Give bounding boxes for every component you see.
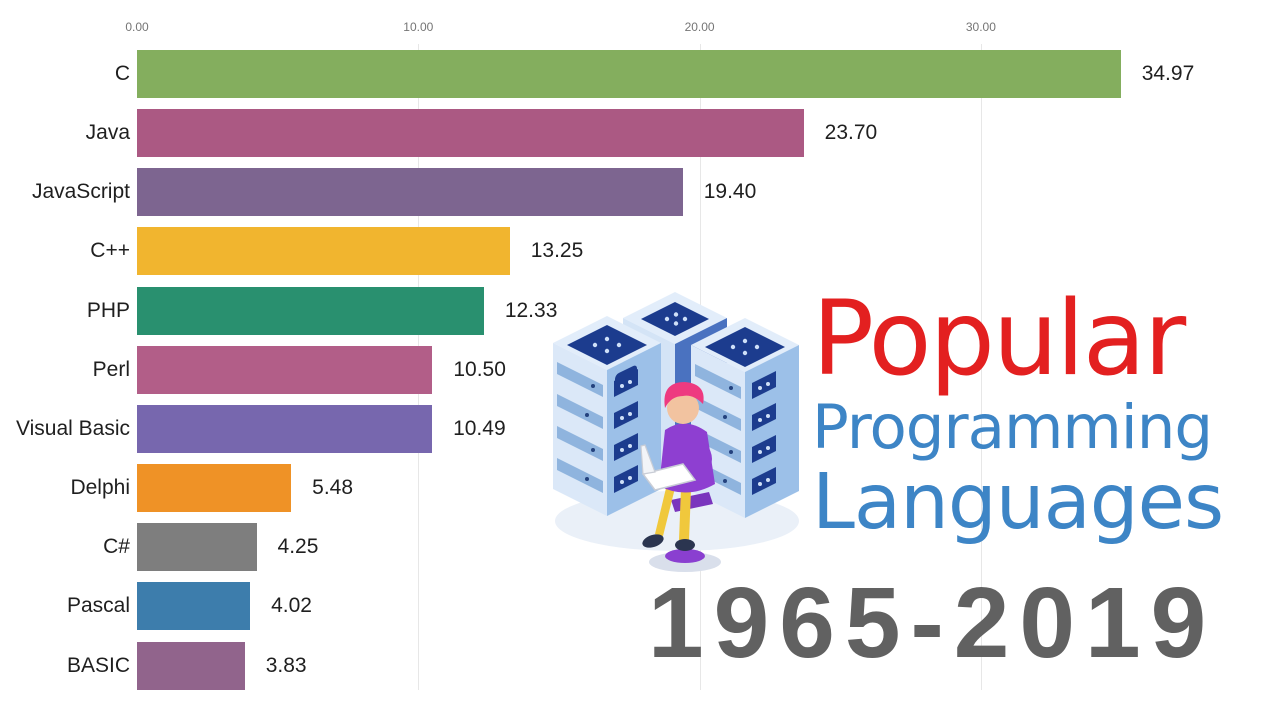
bar-value-label: 10.50 bbox=[453, 357, 506, 381]
bar-category-label: PHP bbox=[86, 298, 130, 322]
bar bbox=[137, 286, 484, 335]
bar-value-label: 23.70 bbox=[824, 121, 878, 145]
axis-tick-label: 10.00 bbox=[403, 20, 434, 34]
bar-category-label: C# bbox=[103, 535, 130, 559]
server-slats bbox=[557, 362, 603, 493]
bar-value-label: 19.40 bbox=[703, 180, 757, 204]
axis-tick-label: 0.00 bbox=[125, 20, 149, 34]
bar-value-label: 5.48 bbox=[312, 476, 354, 500]
server-tower-right bbox=[691, 318, 799, 518]
bar bbox=[137, 582, 251, 631]
bar-category-label: Visual Basic bbox=[15, 416, 130, 440]
hair bbox=[664, 382, 704, 408]
bar-category-label: Java bbox=[85, 121, 130, 145]
bar-value-label: 13.25 bbox=[530, 239, 584, 263]
bar-category-label: C++ bbox=[90, 239, 130, 263]
bar-value-label: 3.83 bbox=[265, 653, 307, 677]
bar-category-label: JavaScript bbox=[31, 180, 130, 204]
bar-value-label: 10.49 bbox=[453, 416, 506, 440]
server-racks-illustration bbox=[553, 292, 799, 572]
title-programming: Programming bbox=[812, 392, 1213, 463]
bar-category-label: Pascal bbox=[66, 594, 130, 618]
bar-category-label: BASIC bbox=[66, 653, 130, 677]
title-languages: Languages bbox=[812, 458, 1224, 547]
bar bbox=[137, 464, 292, 513]
bar-value-label: 4.02 bbox=[271, 594, 312, 618]
bar bbox=[137, 227, 510, 276]
bar-category-label: C bbox=[114, 62, 130, 85]
server-tower-left bbox=[553, 316, 661, 516]
bar-value-label: 12.33 bbox=[504, 298, 558, 322]
title-block: Popular Programming Languages bbox=[812, 279, 1277, 547]
axis-tick-label: 30.00 bbox=[965, 20, 996, 34]
bar bbox=[137, 523, 257, 572]
bar bbox=[137, 109, 804, 158]
axis-tick-label: 20.00 bbox=[684, 20, 715, 34]
person-illustration bbox=[640, 382, 721, 572]
year-range-label: 1965-2019 bbox=[648, 567, 1217, 679]
bar bbox=[137, 345, 433, 394]
title-popular: Popular bbox=[812, 279, 1186, 399]
bar bbox=[137, 168, 683, 217]
bar bbox=[137, 641, 245, 690]
bar bbox=[137, 404, 433, 453]
bar-category-label: Perl bbox=[92, 357, 130, 381]
bar-category-label: Delphi bbox=[70, 476, 130, 500]
gridline bbox=[980, 44, 982, 690]
bar-value-label: 4.25 bbox=[277, 535, 319, 559]
bar-value-label: 34.97 bbox=[1141, 62, 1195, 85]
bar bbox=[137, 50, 1121, 98]
